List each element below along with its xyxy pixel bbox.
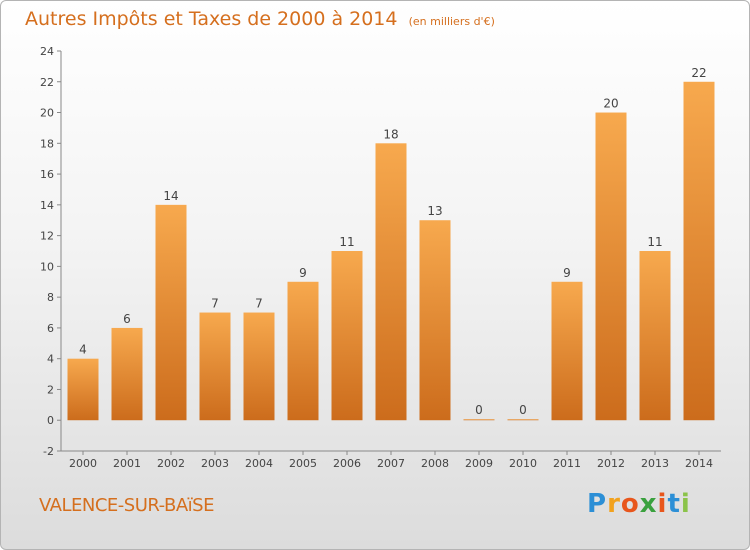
data-label: 20: [603, 97, 618, 111]
data-label: 9: [299, 266, 307, 280]
bar: [551, 281, 583, 421]
data-label: 0: [519, 403, 527, 417]
bar: [243, 312, 275, 421]
commune-name: VALENCE-SUR-BAïSE: [39, 495, 214, 516]
x-tick-label: 2013: [641, 457, 669, 470]
logo-letter: r: [607, 489, 621, 519]
bar: [331, 251, 363, 421]
y-tick-label: 4: [47, 353, 54, 366]
y-tick-label: 6: [47, 322, 54, 335]
y-tick-label: 22: [40, 76, 54, 89]
y-tick-label: 16: [40, 168, 54, 181]
bar: [199, 312, 231, 421]
y-tick-label: 8: [47, 291, 54, 304]
logo-letter: o: [620, 489, 640, 519]
data-label: 13: [427, 204, 442, 218]
bar: [463, 419, 495, 421]
y-tick-label: 12: [40, 230, 54, 243]
x-tick-label: 2000: [69, 457, 97, 470]
y-tick-label: 2: [47, 383, 54, 396]
y-tick-label: 20: [40, 107, 54, 120]
x-tick-label: 2014: [685, 457, 713, 470]
proxiti-logo: Proxiti: [587, 489, 691, 519]
bar: [287, 281, 319, 421]
bar: [375, 143, 407, 421]
y-tick-label: 0: [47, 414, 54, 427]
x-tick-label: 2001: [113, 457, 141, 470]
y-tick-label: -2: [43, 445, 54, 458]
data-label: 9: [563, 266, 571, 280]
bar: [155, 204, 187, 421]
y-tick-label: 10: [40, 260, 54, 273]
bar: [595, 112, 627, 421]
x-tick-label: 2007: [377, 457, 405, 470]
data-label: 11: [339, 235, 354, 249]
data-label: 11: [647, 235, 662, 249]
logo-letter: i: [680, 489, 691, 519]
chart-title: Autres Impôts et Taxes de 2000 à 2014 (e…: [25, 8, 495, 30]
x-tick-label: 2004: [245, 457, 273, 470]
data-label: 7: [255, 297, 263, 311]
bar: [507, 419, 539, 421]
data-label: 0: [475, 403, 483, 417]
x-tick-label: 2011: [553, 457, 581, 470]
x-tick-label: 2003: [201, 457, 229, 470]
logo-letter: x: [639, 489, 658, 519]
data-label: 18: [383, 127, 398, 141]
x-tick-label: 2009: [465, 457, 493, 470]
data-label: 14: [163, 189, 178, 203]
y-tick-label: 18: [40, 137, 54, 150]
bar: [419, 220, 451, 421]
x-tick-label: 2005: [289, 457, 317, 470]
y-tick-label: 14: [40, 199, 54, 212]
bar: [111, 327, 143, 421]
x-tick-label: 2002: [157, 457, 185, 470]
chart-subtitle: (en milliers d'€): [408, 15, 495, 28]
logo-letter: t: [667, 489, 681, 519]
data-label: 6: [123, 312, 131, 326]
y-tick-label: 24: [40, 45, 54, 58]
logo-letter: i: [657, 489, 668, 519]
bar: [639, 251, 671, 421]
data-label: 22: [691, 66, 706, 80]
x-tick-label: 2006: [333, 457, 361, 470]
bar: [683, 81, 715, 421]
bar: [67, 358, 99, 421]
x-tick-label: 2012: [597, 457, 625, 470]
chart-title-text: Autres Impôts et Taxes de 2000 à 2014: [25, 8, 398, 30]
x-tick-label: 2008: [421, 457, 449, 470]
x-tick-label: 2010: [509, 457, 537, 470]
data-label: 7: [211, 297, 219, 311]
logo-letter: P: [587, 489, 608, 519]
data-label: 4: [79, 343, 87, 357]
